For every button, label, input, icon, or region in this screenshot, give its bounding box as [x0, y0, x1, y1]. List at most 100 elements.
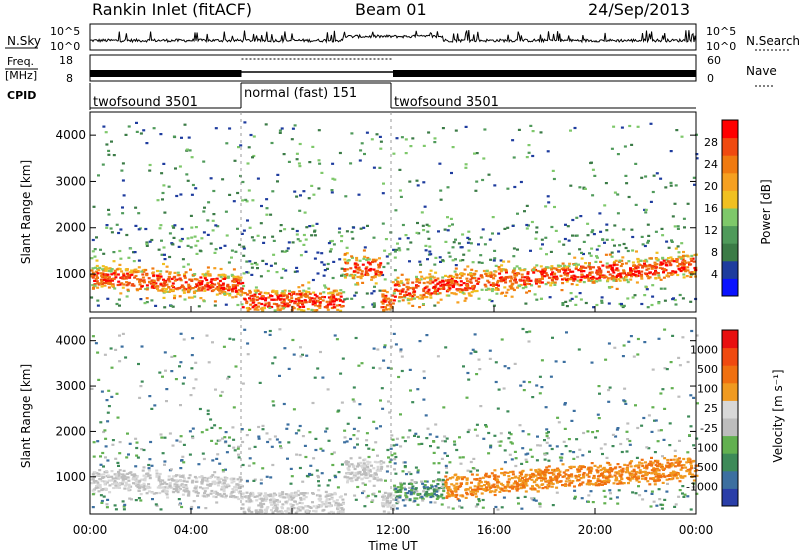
- echo-cell: [545, 466, 549, 469]
- echo-cell: [634, 492, 638, 495]
- echo-cell: [161, 198, 164, 201]
- echo-cell: [150, 407, 154, 410]
- echo-cell: [212, 289, 216, 292]
- echo-cell: [532, 271, 536, 274]
- echo-cell: [116, 273, 120, 276]
- echo-cell: [673, 298, 677, 302]
- echo-cell: [198, 279, 202, 283]
- echo-cell: [679, 269, 683, 273]
- echo-cell: [367, 455, 371, 459]
- echo-cell: [479, 254, 483, 257]
- echo-cell: [563, 427, 567, 430]
- echo-cell: [205, 283, 209, 286]
- echo-cell: [378, 461, 381, 464]
- echo-cell: [454, 488, 458, 491]
- echo-cell: [127, 125, 131, 128]
- echo-cell: [154, 304, 158, 307]
- echo-cell: [91, 335, 95, 338]
- beam-title: Beam 01: [355, 0, 427, 19]
- echo-cell: [211, 285, 215, 289]
- freq-segment-1: [90, 70, 242, 77]
- echo-cell: [695, 157, 699, 160]
- echo-cell: [436, 495, 440, 498]
- echo-cell: [487, 475, 491, 479]
- echo-cell: [641, 264, 645, 267]
- echo-cell: [206, 219, 210, 222]
- echo-cell: [99, 494, 103, 497]
- echo-cell: [341, 498, 345, 501]
- echo-cell: [643, 262, 646, 265]
- echo-cell: [643, 244, 647, 248]
- echo-cell: [218, 279, 222, 283]
- echo-cell: [135, 479, 139, 482]
- echo-cell: [514, 457, 518, 460]
- echo-cell: [104, 131, 108, 134]
- echo-cell: [185, 149, 189, 152]
- echo-cell: [286, 496, 290, 499]
- echo-cell: [677, 495, 681, 498]
- echo-cell: [653, 273, 657, 276]
- echo-cell: [326, 388, 330, 391]
- echo-cell: [651, 190, 655, 194]
- echo-cell: [387, 456, 390, 459]
- echo-cell: [437, 287, 441, 290]
- echo-cell: [372, 467, 376, 470]
- echo-cell: [162, 184, 166, 187]
- echo-cell: [401, 223, 405, 227]
- echo-cell: [603, 275, 607, 278]
- echo-cell: [180, 505, 184, 509]
- echo-cell: [632, 264, 636, 267]
- echo-cell: [447, 495, 451, 498]
- echo-cell: [162, 296, 166, 299]
- echo-cell: [620, 450, 624, 454]
- echo-cell: [379, 463, 383, 466]
- echo-cell: [314, 510, 318, 513]
- echo-cell: [333, 474, 337, 477]
- echo-cell: [345, 246, 349, 249]
- echo-cell: [529, 249, 532, 252]
- echo-cell: [162, 278, 165, 281]
- echo-cell: [94, 266, 98, 269]
- echo-cell: [666, 482, 669, 485]
- echo-cell: [601, 452, 604, 456]
- echo-cell: [491, 232, 494, 235]
- echo-cell: [263, 492, 267, 495]
- echo-cell: [185, 480, 189, 483]
- echo-cell: [610, 470, 614, 473]
- echo-cell: [245, 200, 249, 203]
- echo-cell: [148, 395, 152, 398]
- echo-cell: [320, 261, 324, 264]
- echo-cell: [293, 270, 297, 273]
- echo-cell: [524, 302, 528, 305]
- echo-cell: [317, 480, 320, 483]
- echo-cell: [490, 472, 494, 475]
- echo-cell: [663, 287, 667, 290]
- echo-cell: [625, 182, 629, 185]
- echo-cell: [409, 472, 413, 476]
- echo-cell: [147, 490, 151, 493]
- echo-cell: [114, 276, 118, 279]
- echo-cell: [627, 195, 631, 199]
- echo-cell: [483, 283, 487, 286]
- echo-cell: [468, 486, 472, 489]
- echo-cell: [224, 431, 228, 434]
- echo-cell: [294, 432, 298, 435]
- echo-cell: [645, 260, 649, 263]
- ytick-label: 4000: [55, 128, 86, 142]
- echo-cell: [173, 355, 177, 358]
- echo-cell: [448, 461, 452, 464]
- echo-cell: [164, 369, 167, 372]
- echo-cell: [644, 208, 648, 211]
- echo-cell: [366, 463, 370, 466]
- echo-cell: [100, 276, 104, 279]
- echo-cell: [404, 494, 408, 497]
- echo-cell: [118, 441, 122, 444]
- echo-cell: [195, 283, 198, 286]
- echo-cell: [434, 256, 438, 259]
- echo-cell: [612, 482, 616, 485]
- echo-cell: [505, 271, 508, 274]
- echo-cell: [180, 284, 184, 287]
- echo-cell: [239, 144, 243, 147]
- echo-cell: [459, 462, 463, 465]
- echo-cell: [270, 509, 273, 512]
